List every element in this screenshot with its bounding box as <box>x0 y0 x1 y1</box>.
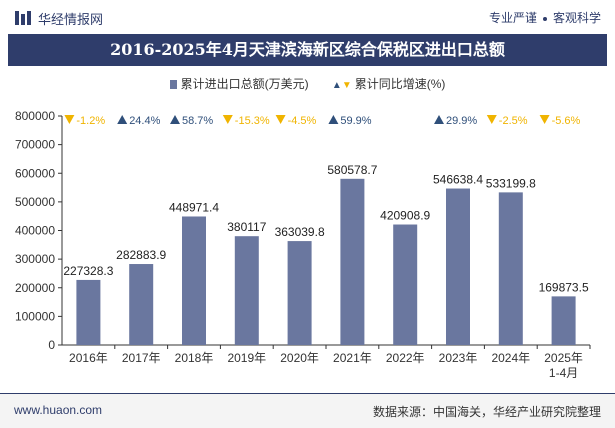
growth-rate-label: -1.2% <box>76 115 105 127</box>
bar <box>234 236 259 345</box>
bar-value-label: 580578.7 <box>327 163 377 177</box>
legend-item-bars: 累计进出口总额(万美元) <box>169 75 309 92</box>
tagline-right: 客观科学 <box>552 11 601 25</box>
brand-logo-icon <box>15 11 31 25</box>
y-tick-label: 300000 <box>15 252 55 266</box>
y-tick-label: 700000 <box>15 138 55 152</box>
x-tick-label: 2016年 <box>69 351 108 365</box>
legend-item-growth: ▲▼ 累计同比增速(%) <box>332 75 445 92</box>
y-tick-label: 800000 <box>15 109 55 123</box>
growth-up-triangle-icon <box>117 115 128 124</box>
tagline-left: 专业严谨 <box>488 11 537 25</box>
y-tick-label: 200000 <box>15 281 55 295</box>
growth-down-triangle-icon <box>275 115 286 124</box>
top-bar: 华经情报网 专业严谨 客观科学 <box>0 0 615 34</box>
x-tick-label: 2021年 <box>333 351 372 365</box>
growth-rate-label: 24.4% <box>129 115 160 127</box>
bar <box>446 188 470 345</box>
bar <box>76 279 101 345</box>
bar-value-label: 546638.4 <box>433 173 483 187</box>
growth-up-triangle-icon <box>434 115 444 124</box>
bar-value-label: 227328.3 <box>63 264 113 278</box>
x-tick-label: 2018年 <box>175 351 214 365</box>
bar <box>498 192 523 345</box>
growth-rate-label: 29.9% <box>446 115 477 127</box>
y-tick-label: 500000 <box>15 195 55 209</box>
bar-value-label: 363039.8 <box>275 225 325 239</box>
x-tick-label: 2022年 <box>386 351 425 365</box>
growth-rate-label: 58.7% <box>182 115 213 127</box>
growth-down-triangle-icon <box>64 115 75 124</box>
growth-down-triangle-icon <box>539 115 550 124</box>
x-tick-label: 1-4月 <box>549 366 578 380</box>
growth-down-triangle-icon <box>222 115 233 124</box>
growth-up-triangle-icon <box>328 115 339 124</box>
footer-source: 数据来源：中国海关，华经产业研究院整理 <box>372 405 601 419</box>
growth-up-triangle-icon <box>170 115 180 124</box>
legend-bar-swatch-icon <box>169 80 177 89</box>
bar-value-label: 420908.9 <box>380 209 430 223</box>
tagline: 专业严谨 客观科学 <box>489 9 601 26</box>
bar-value-label: 169873.5 <box>539 280 589 294</box>
legend-growth-label: 累计同比增速(%) <box>354 77 446 91</box>
footer: www.huaon.com 数据来源：中国海关，华经产业研究院整理 <box>0 393 615 428</box>
growth-rate-label: -2.5% <box>499 115 528 127</box>
bar-value-label: 533199.8 <box>486 176 536 190</box>
bar <box>393 224 418 345</box>
bar <box>129 264 154 345</box>
growth-rate-label: -5.6% <box>552 115 581 127</box>
y-tick-label: 600000 <box>15 166 55 180</box>
chart-title: 2016-2025年4月天津滨海新区综合保税区进出口总额 <box>8 34 607 66</box>
x-tick-label: 2025年 <box>544 351 583 365</box>
footer-url: www.huaon.com <box>14 403 103 417</box>
y-tick-label: 400000 <box>15 224 55 238</box>
y-tick-label: 0 <box>48 338 55 352</box>
x-tick-label: 2020年 <box>280 351 319 365</box>
bar-value-label: 380117 <box>227 220 266 234</box>
growth-down-triangle-icon <box>486 115 497 124</box>
bar <box>287 241 312 345</box>
x-tick-label: 2023年 <box>439 351 478 365</box>
chart-legend: 累计进出口总额(万美元) ▲▼ 累计同比增速(%) <box>0 75 615 92</box>
bar-value-label: 448971.4 <box>169 200 219 214</box>
bar <box>340 178 365 345</box>
bar <box>551 296 576 345</box>
bar-chart: 0 100000 200000 300000 400000 500000 600000 700… <box>15 109 591 380</box>
bar-value-label: 282883.9 <box>116 248 166 262</box>
growth-rate-label: 59.9% <box>340 115 371 127</box>
legend-up-triangle-icon: ▲ <box>331 80 342 91</box>
growth-rate-label: -4.5% <box>288 115 317 127</box>
y-tick-label: 100000 <box>15 309 55 323</box>
legend-down-triangle-icon: ▼ <box>341 80 352 91</box>
x-tick-label: 2024年 <box>491 351 530 365</box>
dot-separator-icon <box>542 16 547 21</box>
growth-rate-label: -15.3% <box>235 115 270 127</box>
x-tick-label: 2017年 <box>122 351 161 365</box>
x-tick-label: 2019年 <box>227 351 266 365</box>
legend-bar-label: 累计进出口总额(万美元) <box>180 77 309 91</box>
brand-name: 华经情报网 <box>38 12 104 27</box>
bar <box>182 216 206 345</box>
